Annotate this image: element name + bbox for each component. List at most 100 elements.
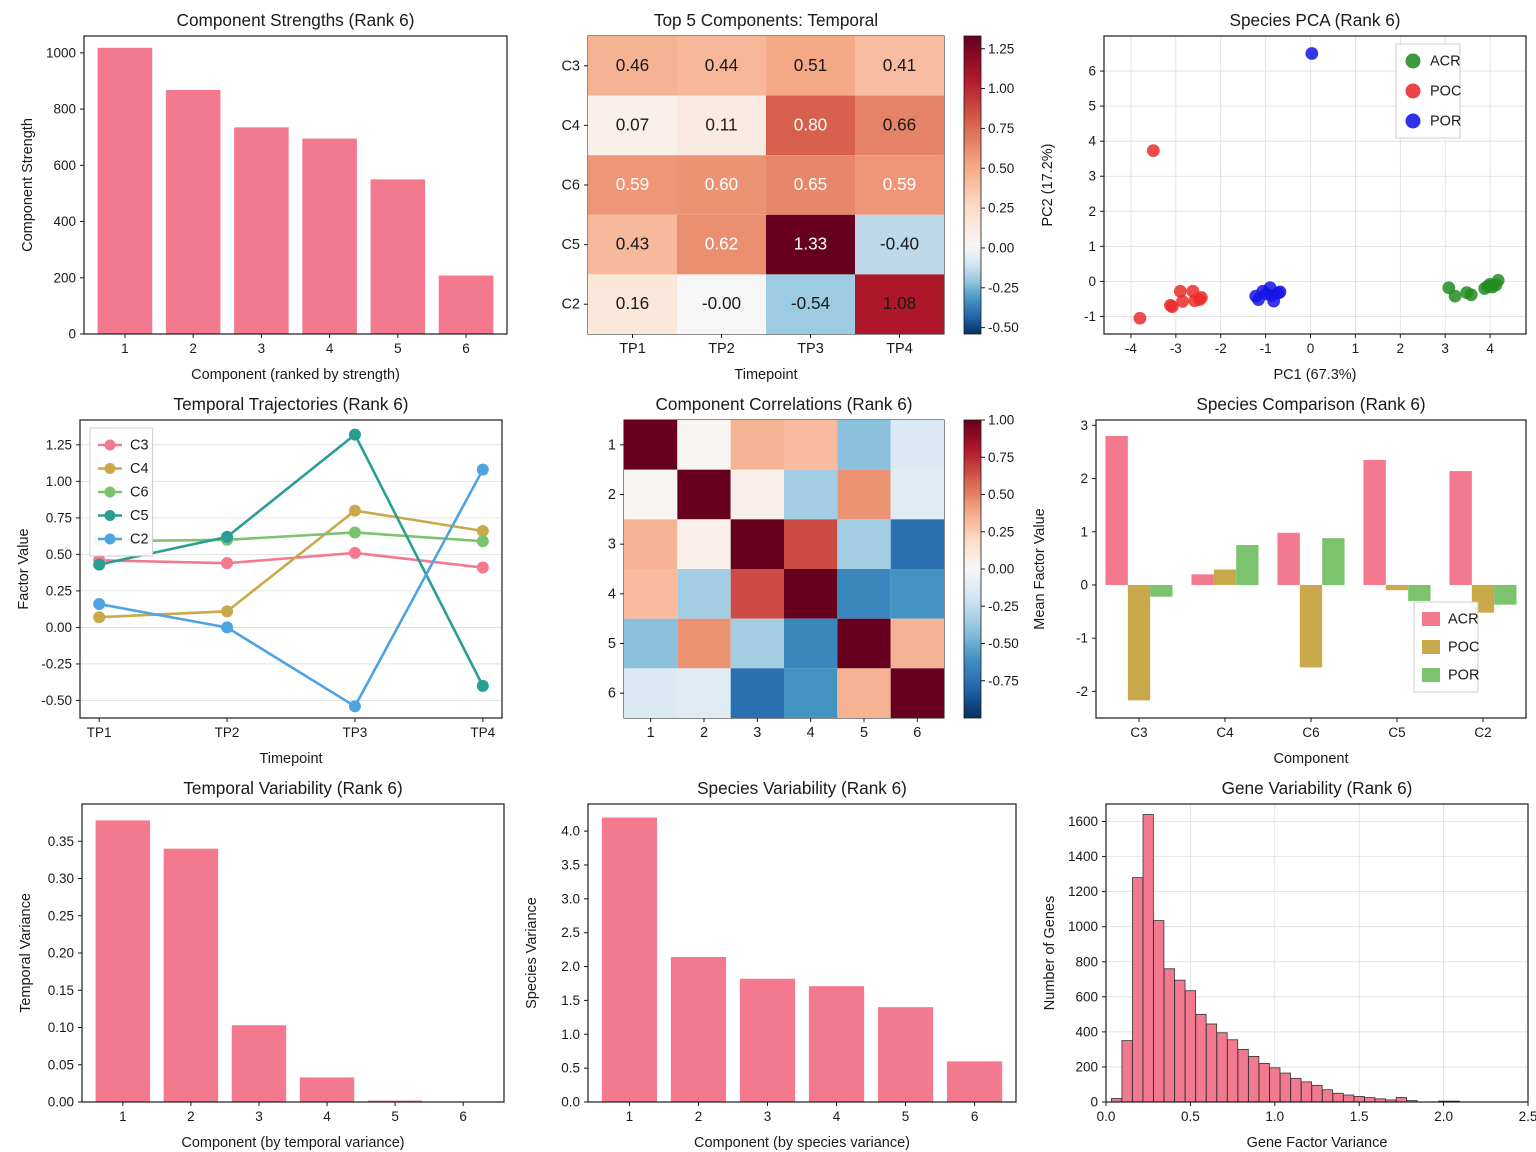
svg-text:5: 5: [394, 341, 402, 356]
svg-text:Top 5 Components: Temporal: Top 5 Components: Temporal: [654, 10, 878, 30]
svg-text:0.65: 0.65: [794, 174, 827, 194]
svg-text:Temporal Trajectories (Rank 6): Temporal Trajectories (Rank 6): [174, 394, 409, 414]
svg-text:600: 600: [53, 158, 76, 173]
svg-text:1600: 1600: [1068, 814, 1098, 829]
svg-text:0.5: 0.5: [1181, 1109, 1200, 1124]
svg-text:200: 200: [1075, 1059, 1098, 1074]
svg-text:ACR: ACR: [1448, 612, 1479, 628]
svg-text:C2: C2: [130, 532, 149, 548]
svg-text:0: 0: [1088, 274, 1096, 289]
svg-text:0.10: 0.10: [48, 1020, 74, 1035]
svg-text:0: 0: [1080, 577, 1088, 592]
svg-text:C5: C5: [130, 508, 149, 524]
svg-text:3: 3: [1088, 169, 1096, 184]
svg-text:1.0: 1.0: [1265, 1109, 1284, 1124]
svg-text:0.00: 0.00: [48, 1095, 74, 1110]
svg-text:5: 5: [902, 1109, 910, 1124]
svg-text:-0.25: -0.25: [988, 280, 1019, 295]
svg-text:1.0: 1.0: [561, 1027, 580, 1042]
svg-text:Gene Factor Variance: Gene Factor Variance: [1247, 1135, 1388, 1151]
svg-text:4: 4: [833, 1109, 841, 1124]
svg-text:0.46: 0.46: [616, 55, 649, 75]
svg-text:1.08: 1.08: [883, 293, 916, 313]
svg-text:C4: C4: [561, 118, 580, 134]
svg-text:TP3: TP3: [343, 725, 368, 740]
svg-text:-1: -1: [1260, 341, 1272, 356]
svg-text:Timepoint: Timepoint: [734, 367, 797, 383]
svg-text:1.25: 1.25: [988, 41, 1014, 56]
svg-text:1.33: 1.33: [794, 234, 827, 254]
svg-text:0.5: 0.5: [561, 1061, 580, 1076]
svg-text:TP3: TP3: [797, 341, 824, 357]
svg-text:TP1: TP1: [619, 341, 646, 357]
svg-text:0.75: 0.75: [46, 510, 72, 525]
svg-text:5: 5: [391, 1109, 399, 1124]
svg-text:-0.50: -0.50: [988, 320, 1019, 335]
svg-text:Species Comparison (Rank 6): Species Comparison (Rank 6): [1196, 394, 1425, 414]
svg-text:-0.00: -0.00: [702, 293, 741, 313]
svg-text:1000: 1000: [46, 45, 76, 60]
svg-text:POC: POC: [1430, 84, 1461, 100]
svg-text:2: 2: [608, 487, 616, 503]
svg-text:PC2 (17.2%): PC2 (17.2%): [1040, 143, 1056, 226]
svg-text:C6: C6: [1302, 725, 1319, 740]
svg-text:1: 1: [1080, 524, 1088, 539]
svg-text:-1: -1: [1084, 309, 1096, 324]
svg-text:Mean Factor Value: Mean Factor Value: [1032, 508, 1048, 629]
svg-text:800: 800: [53, 102, 76, 117]
svg-text:C4: C4: [1216, 725, 1234, 740]
svg-text:4.0: 4.0: [561, 824, 580, 839]
svg-text:C2: C2: [561, 297, 580, 313]
svg-text:0.44: 0.44: [705, 55, 739, 75]
svg-text:-0.50: -0.50: [41, 693, 72, 708]
svg-text:Component (ranked by strength): Component (ranked by strength): [191, 367, 400, 383]
svg-text:2: 2: [1088, 204, 1096, 219]
svg-text:3: 3: [258, 341, 266, 356]
svg-text:Gene Variability (Rank 6): Gene Variability (Rank 6): [1222, 778, 1413, 798]
svg-text:1: 1: [647, 725, 655, 741]
svg-text:Component Strength: Component Strength: [20, 118, 36, 252]
svg-text:0.11: 0.11: [705, 114, 737, 134]
svg-text:0.66: 0.66: [883, 114, 916, 134]
svg-text:C6: C6: [130, 485, 149, 501]
svg-text:ACR: ACR: [1430, 54, 1461, 70]
svg-text:1.00: 1.00: [46, 474, 72, 489]
svg-text:C2: C2: [1474, 725, 1491, 740]
svg-text:5: 5: [1088, 99, 1096, 114]
svg-text:0.43: 0.43: [616, 234, 649, 254]
svg-text:4: 4: [323, 1109, 331, 1124]
svg-text:0: 0: [1090, 1095, 1098, 1110]
svg-text:-0.25: -0.25: [41, 656, 72, 671]
svg-text:0.75: 0.75: [988, 450, 1014, 465]
svg-text:TP2: TP2: [215, 725, 240, 740]
svg-text:POR: POR: [1448, 668, 1479, 684]
svg-text:6: 6: [608, 686, 616, 702]
svg-text:C4: C4: [130, 461, 149, 477]
svg-text:TP4: TP4: [886, 341, 913, 357]
svg-text:-2: -2: [1076, 684, 1088, 699]
svg-text:-1: -1: [1076, 631, 1088, 646]
svg-text:Timepoint: Timepoint: [259, 751, 322, 767]
svg-text:0.00: 0.00: [46, 620, 72, 635]
svg-text:Species Variability (Rank 6): Species Variability (Rank 6): [697, 778, 907, 798]
svg-text:6: 6: [971, 1109, 979, 1124]
svg-text:1000: 1000: [1068, 919, 1098, 934]
svg-text:0.30: 0.30: [48, 871, 74, 886]
svg-text:4: 4: [807, 725, 815, 741]
svg-text:0.25: 0.25: [988, 524, 1014, 539]
svg-text:3: 3: [255, 1109, 263, 1124]
svg-text:4: 4: [1486, 341, 1494, 356]
svg-text:Component (by temporal varianc: Component (by temporal variance): [181, 1135, 404, 1151]
svg-text:1: 1: [1352, 341, 1360, 356]
svg-text:Temporal Variability (Rank 6): Temporal Variability (Rank 6): [183, 778, 402, 798]
svg-text:0.07: 0.07: [616, 114, 649, 134]
svg-text:400: 400: [53, 214, 76, 229]
svg-text:PC1 (67.3%): PC1 (67.3%): [1273, 367, 1356, 383]
svg-text:0.16: 0.16: [616, 293, 649, 313]
svg-text:1.00: 1.00: [988, 413, 1014, 428]
svg-text:600: 600: [1075, 989, 1098, 1004]
svg-text:TP1: TP1: [87, 725, 112, 740]
svg-text:POC: POC: [1448, 640, 1479, 656]
svg-text:0.50: 0.50: [988, 487, 1014, 502]
svg-text:C3: C3: [130, 438, 149, 454]
